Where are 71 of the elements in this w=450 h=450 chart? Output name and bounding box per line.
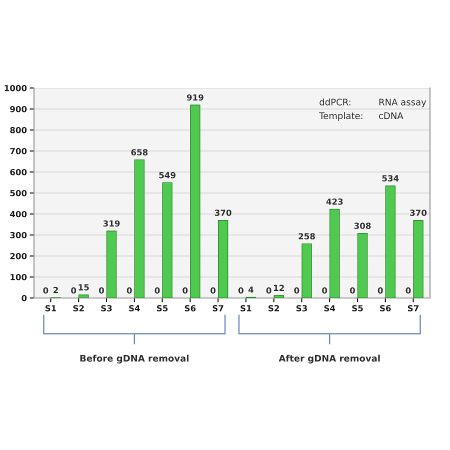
- text: Before gDNA removal: [80, 354, 189, 364]
- data-label: 258: [298, 233, 315, 240]
- bar: [357, 232, 368, 298]
- data-label: 0: [406, 287, 411, 294]
- data-label: 0: [266, 287, 272, 294]
- y-tick-label: 900: [10, 106, 27, 112]
- data-label: 0: [350, 287, 355, 294]
- bar: [302, 243, 312, 298]
- bar: [413, 220, 424, 298]
- x-tick-label: S6: [380, 305, 391, 312]
- x-tick-label: S2: [268, 305, 280, 312]
- x-tick-label: S5: [352, 305, 363, 312]
- y-tick-label: 1000: [4, 84, 27, 92]
- bar: [274, 295, 284, 298]
- x-tick-label: S4: [324, 305, 336, 312]
- data-label: 919: [186, 94, 204, 101]
- data-label: 0: [98, 287, 104, 294]
- y-tick-label: 200: [10, 252, 27, 260]
- y-tick-label: 600: [10, 168, 27, 176]
- bar: [330, 208, 340, 298]
- annotation: Template:: [319, 112, 362, 121]
- data-label: 0: [154, 287, 160, 294]
- annotation: ddPCR:: [320, 98, 350, 106]
- annotation: RNA assay: [379, 98, 426, 108]
- data-label: 0: [43, 287, 48, 294]
- data-label: 370: [214, 210, 232, 216]
- bar: [162, 182, 172, 298]
- data-label: 0: [126, 287, 132, 294]
- bar: [190, 104, 200, 298]
- data-label: 319: [103, 220, 120, 227]
- x-tick-label: S6: [184, 305, 196, 312]
- x-tick-label: S3: [101, 305, 112, 312]
- x-tick-label: S5: [156, 305, 168, 312]
- bar: [78, 294, 89, 298]
- data-label: 4: [248, 286, 254, 293]
- data-label: 308: [354, 222, 371, 229]
- data-label: 534: [382, 175, 399, 182]
- x-tick-label: S4: [129, 305, 140, 312]
- y-tick-label: 500: [10, 190, 27, 196]
- x-tick-label: S1: [45, 305, 56, 312]
- y-tick-label: 300: [10, 232, 27, 238]
- data-label: 423: [326, 198, 343, 205]
- x-tick-label: S3: [296, 305, 307, 312]
- x-tick-label: S7: [212, 305, 224, 312]
- y-tick-label: 100: [10, 274, 27, 280]
- data-label: 15: [78, 284, 89, 290]
- y-tick-label: 700: [10, 148, 27, 154]
- data-label: 12: [274, 284, 284, 291]
- data-label: 370: [410, 210, 427, 216]
- x-tick-label: S1: [240, 305, 252, 312]
- text: After gDNA removal: [278, 354, 380, 364]
- y-tick-label: 400: [10, 210, 27, 218]
- data-label: 0: [294, 287, 300, 294]
- data-label: 0: [210, 287, 216, 294]
- x-tick-label: S2: [73, 305, 84, 312]
- bar: [385, 186, 396, 298]
- data-label: 549: [159, 172, 176, 178]
- bar: [106, 230, 117, 298]
- data-label: 0: [378, 287, 383, 294]
- bar: [218, 220, 228, 298]
- data-label: 2: [54, 286, 58, 294]
- data-label: 0: [71, 287, 76, 294]
- x-tick-label: S7: [408, 305, 419, 312]
- y-tick-label: 0: [22, 294, 27, 302]
- data-label: 0: [322, 287, 328, 294]
- data-label: 0: [238, 287, 244, 294]
- data-label: 658: [131, 149, 148, 156]
- annotation: cDNA: [379, 112, 404, 120]
- bar: [134, 159, 145, 298]
- y-tick-label: 800: [10, 126, 27, 134]
- data-label: 0: [182, 287, 188, 294]
